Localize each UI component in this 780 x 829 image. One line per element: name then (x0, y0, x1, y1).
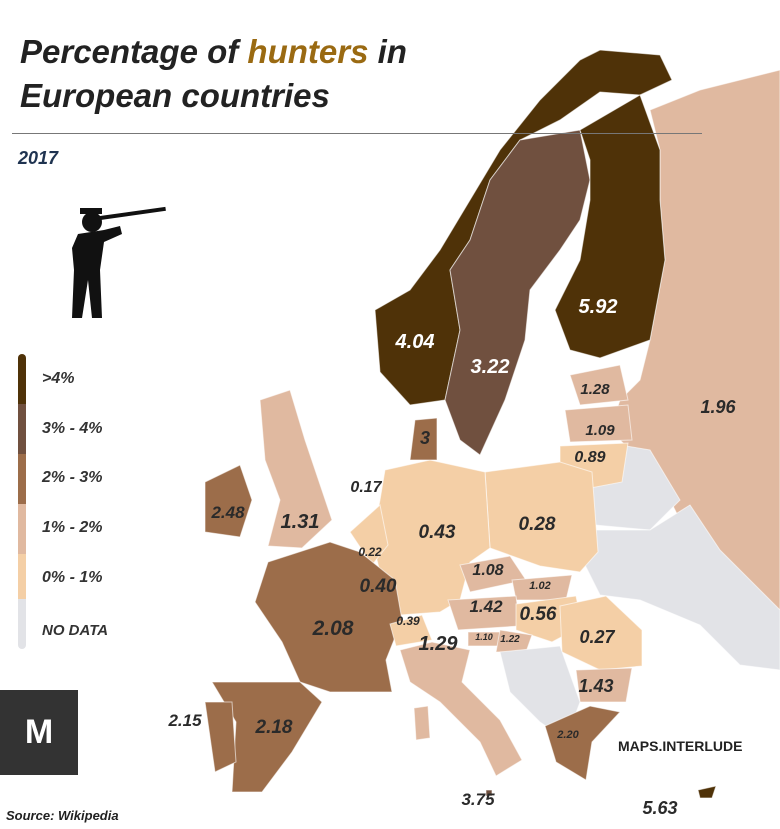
region-value-label: 1.10 (475, 632, 493, 642)
region-ukraine (584, 504, 780, 671)
region-italy (399, 641, 523, 777)
region-value-label: 0.40 (360, 576, 397, 597)
region-denmark (409, 417, 438, 461)
region-value-label: 4.04 (395, 331, 435, 353)
region-value-label: 0.22 (358, 545, 382, 559)
region-finland (554, 94, 666, 359)
region-value-label: 2.48 (210, 503, 245, 522)
region-value-label: 2.15 (167, 711, 202, 730)
region-value-label: 1.31 (281, 511, 320, 533)
region-value-label: 2.18 (255, 717, 293, 738)
region-ireland (204, 464, 253, 538)
region-spain (211, 681, 323, 793)
legend-swatch-0to1 (18, 554, 26, 599)
title-suffix: in (368, 33, 407, 70)
region-value-label: 5.92 (579, 296, 618, 318)
title-line2: European countries (20, 77, 330, 114)
region-benelux (349, 504, 389, 566)
region-portugal (204, 701, 237, 773)
region-france (254, 541, 403, 693)
region-sweden (444, 129, 591, 456)
legend-swatch-2to3 (18, 454, 26, 504)
legend-swatch-1to2 (18, 504, 26, 554)
region-estonia (569, 364, 629, 406)
hunter-with-rifle-icon (72, 206, 166, 318)
legend-label: 3% - 4% (42, 420, 103, 437)
region-sardinia (413, 705, 431, 741)
region-value-label: 1.96 (700, 397, 736, 417)
region-value-label: 1.08 (472, 562, 503, 579)
legend-label: 1% - 2% (42, 519, 103, 536)
brand-credit: MAPS.INTERLUDE (618, 738, 743, 754)
region-value-label: 2.08 (312, 617, 354, 640)
region-switzerland (389, 614, 433, 647)
region-value-label: 3.75 (461, 790, 495, 809)
region-bulgaria (575, 667, 633, 703)
region-latvia (564, 404, 633, 443)
region-malta (485, 789, 493, 797)
legend-label: NO DATA (42, 622, 109, 639)
region-value-label: 5.63 (642, 798, 677, 818)
region-value-label: 1.22 (500, 634, 520, 645)
legend-label: >4% (42, 370, 75, 387)
title-prefix: Percentage of (20, 33, 248, 70)
subtitle-year: 2017 (18, 148, 59, 168)
legend-label: 0% - 1% (42, 569, 103, 586)
region-value-label: 2.20 (556, 729, 579, 741)
legend-swatch-gt4 (18, 354, 26, 404)
region-value-label: 1.02 (529, 580, 550, 592)
region-value-label: 3.22 (471, 356, 510, 378)
title-highlight: hunters (247, 33, 369, 70)
region-value-label: 1.43 (578, 676, 613, 696)
region-uk (259, 389, 333, 549)
region-value-label: 3 (420, 428, 430, 448)
region-value-label: 0.39 (396, 614, 420, 628)
region-value-label: 0.43 (419, 522, 456, 543)
region-value-label: 0.56 (520, 604, 557, 625)
logo: M (0, 690, 78, 775)
region-greece (544, 705, 621, 781)
region-value-label: 0.17 (350, 479, 382, 496)
page-title: Percentage of hunters in European countr… (20, 30, 407, 118)
source-note: Source: Wikipedia (6, 808, 119, 823)
legend-swatch-nodata (18, 599, 26, 649)
region-value-label: 1.42 (469, 597, 503, 616)
region-value-label: 1.29 (419, 633, 459, 655)
region-value-label: 0.28 (519, 514, 556, 535)
region-poland (484, 461, 599, 573)
region-value-label: 0.89 (574, 449, 605, 466)
region-value-label: 1.09 (585, 422, 615, 439)
legend-label: 2% - 3% (42, 469, 103, 486)
divider (12, 133, 702, 134)
region-cyprus (697, 785, 717, 799)
region-value-label: 0.27 (579, 627, 615, 647)
legend-swatch-3to4 (18, 404, 26, 454)
region-value-label: 1.28 (580, 381, 610, 398)
